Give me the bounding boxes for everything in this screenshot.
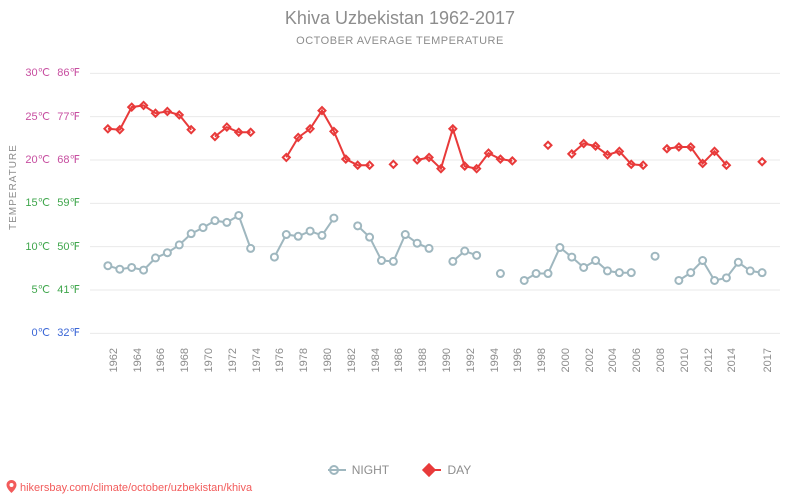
y-tick: 10℃50℉ — [18, 240, 80, 253]
chart-svg — [90, 50, 780, 390]
legend-day-marker — [422, 463, 436, 477]
legend-night-label: NIGHT — [352, 463, 389, 477]
page-title: Khiva Uzbekistan 1962-2017 — [0, 0, 800, 29]
y-tick: 30℃86℉ — [18, 66, 80, 79]
series-night — [104, 212, 765, 284]
footer-url: hikersbay.com/climate/october/uzbekistan… — [20, 482, 252, 494]
legend-day-label: DAY — [447, 463, 471, 477]
y-tick: 5℃41℉ — [18, 283, 80, 296]
x-tick: 2017 — [762, 348, 800, 380]
y-tick: 15℃59℉ — [18, 196, 80, 209]
location-pin-icon — [6, 480, 17, 496]
page-subtitle: OCTOBER AVERAGE TEMPERATURE — [0, 29, 800, 47]
legend-day: DAY — [424, 463, 471, 477]
legend-night-line — [328, 469, 346, 471]
legend: NIGHT DAY — [0, 463, 800, 478]
series-day — [104, 102, 765, 172]
plot-area: 1962196419661968197019721974197619781980… — [90, 50, 780, 390]
y-tick: 25℃77℉ — [18, 110, 80, 123]
legend-night: NIGHT — [329, 463, 389, 477]
footer-link[interactable]: hikersbay.com/climate/october/uzbekistan… — [6, 480, 252, 496]
y-tick: 0℃32℉ — [18, 326, 80, 339]
temperature-chart: TEMPERATURE 0℃32℉5℃41℉10℃50℉15℃59℉20℃68℉… — [0, 50, 800, 430]
y-tick: 20℃68℉ — [18, 153, 80, 166]
